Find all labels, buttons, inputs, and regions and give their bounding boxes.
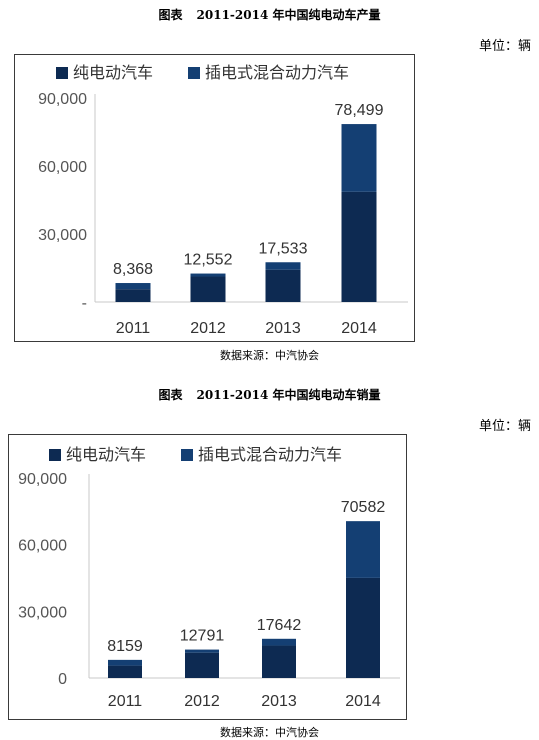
legend-swatch-pure-ev <box>49 449 61 461</box>
bar-segment-phev <box>262 638 296 646</box>
data-label: 8159 <box>107 638 143 655</box>
x-tick-label: 2013 <box>261 693 297 710</box>
data-label: 17642 <box>257 617 302 634</box>
figure-label: 图表 <box>158 388 183 402</box>
bar-segment-pure-ev <box>115 289 151 302</box>
bar-segment-phev <box>265 262 301 270</box>
x-tick-label: 2012 <box>190 320 226 337</box>
x-tick-label: 2011 <box>108 693 143 710</box>
legend: 纯电动汽车 插电式混合动力汽车 <box>56 63 349 82</box>
legend-swatch-phev <box>181 449 193 461</box>
data-label: 12,552 <box>184 252 233 269</box>
y-tick-label: - <box>82 295 87 312</box>
bar-segment-phev <box>108 659 142 666</box>
legend-label-phev: 插电式混合动力汽车 <box>198 445 342 464</box>
legend-swatch-pure-ev <box>56 67 68 79</box>
production-chart-svg: 纯电动汽车 插电式混合动力汽车 - 30,000 60,000 90,000 8,368… <box>38 63 408 337</box>
sales-chart: 纯电动汽车 插电式混合动力汽车 0 30,000 60,000 90,000 8159 2… <box>8 434 407 720</box>
data-label: 70582 <box>341 499 386 516</box>
bar-segment-pure-ev <box>108 665 142 678</box>
figure-label: 图表 <box>158 8 183 22</box>
legend-label-phev: 插电式混合动力汽车 <box>205 63 349 82</box>
bar-segment-phev <box>346 521 380 578</box>
figure-title-text: 2011-2014 年中国纯电动车销量 <box>196 388 381 402</box>
legend-swatch-phev <box>188 67 200 79</box>
legend: 纯电动汽车 插电式混合动力汽车 <box>49 445 342 464</box>
figure-title-text: 2011-2014 年中国纯电动车产量 <box>196 8 381 22</box>
legend-label-pure-ev: 纯电动汽车 <box>73 63 153 82</box>
y-tick-label: 90,000 <box>38 91 87 108</box>
data-source: 数据来源：中汽协会 <box>220 349 319 362</box>
bar-segment-pure-ev <box>262 645 296 678</box>
y-tick-label: 90,000 <box>18 471 67 488</box>
bar-segment-pure-ev <box>346 577 380 678</box>
data-label: 12791 <box>180 628 225 645</box>
bar-segment-phev <box>115 283 151 290</box>
y-tick-label: 60,000 <box>18 538 67 555</box>
x-tick-label: 2013 <box>265 320 301 337</box>
bar-segment-pure-ev <box>190 276 226 302</box>
data-label: 8,368 <box>113 261 153 278</box>
bar-segment-phev <box>341 124 377 192</box>
data-label: 17,533 <box>259 240 308 257</box>
y-tick-label: 30,000 <box>18 604 67 621</box>
bar-segment-phev <box>185 649 219 653</box>
sales-chart-svg: 纯电动汽车 插电式混合动力汽车 0 30,000 60,000 90,000 8159 2… <box>18 445 400 710</box>
bar-segment-phev <box>190 273 226 277</box>
unit-label: 单位：辆 <box>478 419 531 434</box>
x-tick-label: 2012 <box>184 693 220 710</box>
figure-title-production: 图表 2011-2014 年中国纯电动车产量 <box>0 6 539 23</box>
data-source: 数据来源：中汽协会 <box>220 726 319 739</box>
x-tick-label: 2014 <box>345 693 381 710</box>
y-tick-label: 0 <box>58 671 67 688</box>
production-chart: 纯电动汽车 插电式混合动力汽车 - 30,000 60,000 90,000 8,368… <box>14 54 415 342</box>
bar-segment-pure-ev <box>265 269 301 302</box>
bar-segment-pure-ev <box>185 652 219 678</box>
x-tick-label: 2014 <box>341 320 377 337</box>
unit-label: 单位：辆 <box>478 39 531 54</box>
x-tick-label: 2011 <box>116 320 151 337</box>
bar-segment-pure-ev <box>341 191 377 302</box>
figure-title-sales: 图表 2011-2014 年中国纯电动车销量 <box>0 386 539 403</box>
data-label: 78,499 <box>335 102 384 119</box>
y-tick-label: 30,000 <box>38 227 87 244</box>
y-tick-label: 60,000 <box>38 159 87 176</box>
legend-label-pure-ev: 纯电动汽车 <box>66 445 146 464</box>
